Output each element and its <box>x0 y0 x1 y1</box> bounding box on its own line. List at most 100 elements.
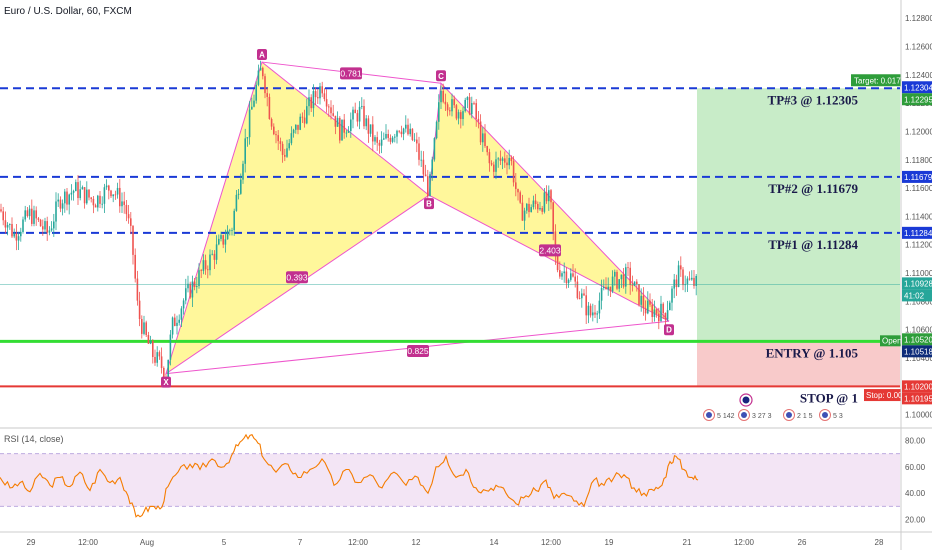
pattern-point-badge-c[interactable] <box>436 70 446 82</box>
candle-body <box>660 303 662 322</box>
candle-body <box>545 192 548 202</box>
event-markers[interactable]: 5 142 3 27 3 2 1 5 5 3 <box>703 393 843 421</box>
candle-body <box>66 191 68 205</box>
rsi-pane[interactable]: RSI (14, close) 80.00 60.00 40.00 20.00 <box>0 427 932 524</box>
candle-body <box>59 199 62 209</box>
event-flag-dot <box>822 412 828 418</box>
candle-body <box>515 182 517 189</box>
pattern-point-badge-b[interactable] <box>424 198 434 210</box>
candle-body <box>31 208 33 224</box>
candle-body <box>407 124 409 135</box>
candle-body <box>435 121 438 139</box>
candle-body <box>517 188 519 193</box>
candle-body <box>647 300 649 314</box>
candle-body <box>576 281 579 299</box>
level-label-tp2: TP#2 @ 1.11679 <box>768 181 858 196</box>
candle-body <box>94 205 97 208</box>
rsi-title: RSI (14, close) <box>4 434 64 444</box>
candle-body <box>552 202 554 232</box>
candle-body <box>13 233 15 237</box>
candle-body <box>204 260 207 270</box>
candle-body <box>103 187 106 204</box>
candle-body <box>11 224 13 237</box>
candle-body <box>594 312 596 315</box>
tp3-axis-tag-2: 1.12295 <box>904 95 932 104</box>
candle-body <box>48 230 51 233</box>
candle-body <box>154 356 156 363</box>
pattern-point-badge-x[interactable] <box>161 376 171 388</box>
ratio-badge[interactable] <box>407 344 429 357</box>
ratio-badge[interactable] <box>340 67 362 80</box>
candle-body <box>501 158 504 161</box>
candle-body <box>561 273 563 277</box>
candle-body <box>422 159 425 175</box>
candle-body <box>191 281 194 298</box>
candle-body <box>600 288 603 301</box>
ratio-badge[interactable] <box>539 244 561 257</box>
candle-body <box>2 211 4 221</box>
candle-body <box>0 209 2 212</box>
candle-body <box>638 284 640 305</box>
candle-body <box>462 111 464 120</box>
candle-body <box>394 136 396 138</box>
ratio-badge[interactable] <box>286 271 308 284</box>
candle-body <box>526 203 528 211</box>
pattern-point-badge-a[interactable] <box>257 49 267 61</box>
candle-body <box>587 305 590 316</box>
candle-body <box>220 235 222 239</box>
candle-body <box>449 110 451 112</box>
candle-body <box>275 134 277 136</box>
candle-body <box>158 352 161 357</box>
candle-body <box>380 139 383 146</box>
candle-body <box>506 162 508 166</box>
rsi-line[interactable] <box>0 433 699 518</box>
candle-body <box>655 309 658 314</box>
level-label-tp1: TP#1 @ 1.11284 <box>768 237 858 252</box>
candle-body <box>471 103 473 115</box>
candle-body <box>255 84 257 101</box>
candle-body <box>695 275 697 286</box>
candle-body <box>35 210 37 219</box>
candle-body <box>383 138 385 140</box>
candle-body <box>671 288 673 303</box>
candle-body <box>24 210 26 220</box>
candle-body <box>273 126 275 135</box>
candle-body <box>22 219 24 232</box>
candle-body <box>286 148 288 157</box>
price-tick-label: 1.12000 <box>905 127 932 136</box>
candle-body <box>17 236 20 241</box>
candle-body <box>259 67 262 71</box>
candle-body <box>143 322 145 334</box>
pattern-point-label-d: D <box>666 326 672 335</box>
candle-body <box>116 187 119 195</box>
pattern-labels[interactable]: X A B C D 0.781 0.393 2.403 0.825 <box>161 49 674 388</box>
candle-body <box>88 189 90 198</box>
price-axis[interactable]: 1.128001.126001.124001.122001.120001.118… <box>900 0 932 550</box>
candle-body <box>156 352 158 363</box>
candle-body <box>616 271 618 289</box>
candle-body <box>653 309 656 317</box>
candle-body <box>567 279 570 284</box>
candle-body <box>332 113 334 116</box>
candle-body <box>409 128 411 135</box>
candle-body <box>497 158 499 160</box>
candle-body <box>673 279 675 289</box>
candle-body <box>537 203 539 210</box>
current-price-tag-box <box>902 277 932 290</box>
candle-body <box>297 124 299 130</box>
candle-body <box>64 191 66 204</box>
candle-body <box>488 152 491 164</box>
price-tick-label: 1.10800 <box>905 297 932 306</box>
price-tick-label: 1.10400 <box>905 354 932 363</box>
pattern-point-badge-d[interactable] <box>664 324 674 336</box>
candle-body <box>328 106 330 108</box>
candle-body <box>391 137 394 142</box>
candle-body <box>134 254 136 279</box>
candle-body <box>574 276 576 282</box>
candle-body <box>347 131 350 133</box>
time-axis[interactable]: 29 12:00 Aug 5 7 12:00 12 14 12:00 19 21 12:00 26 28 <box>0 531 932 547</box>
rsi-band <box>0 453 900 507</box>
time-tick-label: 12:00 <box>78 538 99 547</box>
